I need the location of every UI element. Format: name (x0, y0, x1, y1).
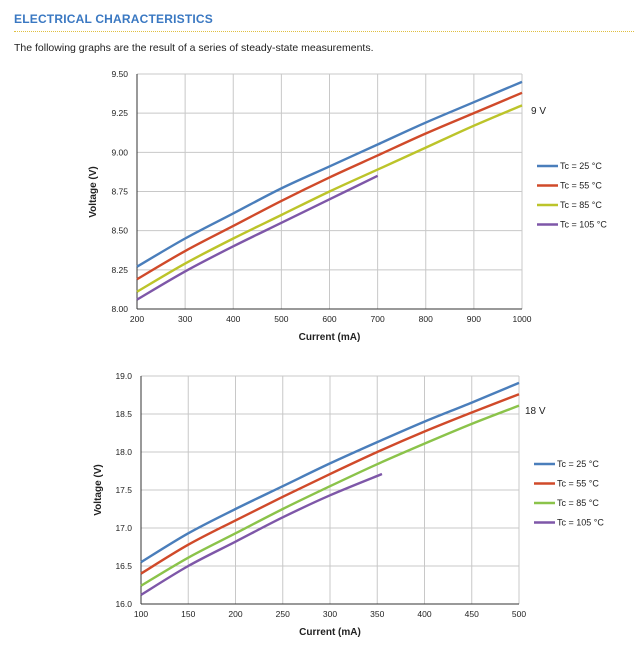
x-tick-label: 150 (181, 609, 195, 619)
y-tick-label: 19.0 (115, 371, 132, 381)
legend-label: Tc = 105 °C (560, 220, 607, 230)
x-tick-label: 250 (276, 609, 290, 619)
series-line (140, 472, 383, 596)
x-tick-label: 900 (467, 314, 481, 324)
x-tick-label: 300 (323, 609, 337, 619)
legend-label: Tc = 25 °C (560, 161, 602, 171)
x-tick-label: 600 (322, 314, 336, 324)
voltage-annotation: 9 V (531, 106, 546, 117)
x-tick-label: 350 (370, 609, 384, 619)
x-axis-label: Current (mA) (299, 627, 361, 638)
x-tick-label: 400 (417, 609, 431, 619)
y-axis-label: Voltage (V) (88, 166, 99, 217)
y-tick-label: 8.00 (111, 304, 128, 314)
y-tick-label: 8.75 (111, 187, 128, 197)
chart-18v: 100 150 200 250 300 350 400 450 500 16.0 16.5 17.0 1… (93, 371, 604, 638)
y-axis-label: Voltage (V) (93, 464, 104, 515)
x-tick-label: 700 (371, 314, 385, 324)
legend-label: Tc = 25 °C (557, 459, 599, 469)
legend-label: Tc = 85 °C (557, 498, 599, 508)
x-tick-label: 100 (134, 609, 148, 619)
y-tick-label: 9.50 (111, 69, 128, 79)
chart-9v: 200 300 400 500 600 700 800 900 1000 8.00 8.25 8.50… (88, 69, 607, 343)
legend-label: Tc = 105 °C (557, 518, 604, 528)
x-tick-label: 450 (465, 609, 479, 619)
y-tick-label: 16.0 (115, 599, 132, 609)
series-line (136, 80, 523, 268)
y-tick-label: 9.25 (111, 108, 128, 118)
series-line (136, 91, 523, 281)
intro-text: The following graphs are the result of a… (14, 42, 374, 54)
series-line (136, 174, 379, 301)
x-tick-label: 300 (178, 314, 192, 324)
voltage-annotation: 18 V (525, 406, 546, 417)
x-tick-label: 1000 (513, 314, 532, 324)
x-tick-label: 400 (226, 314, 240, 324)
y-tick-label: 16.5 (115, 561, 132, 571)
section-title: ELECTRICAL CHARACTERISTICS (14, 12, 213, 26)
series-line (136, 104, 523, 293)
x-tick-label: 200 (228, 609, 242, 619)
series-line (140, 381, 520, 564)
legend-label: Tc = 85 °C (560, 200, 602, 210)
legend-label: Tc = 55 °C (557, 479, 599, 489)
x-tick-label: 500 (274, 314, 288, 324)
y-tick-label: 18.5 (115, 409, 132, 419)
series-line (140, 393, 520, 575)
y-tick-label: 8.25 (111, 265, 128, 275)
series-line (140, 404, 520, 587)
y-tick-label: 9.00 (111, 147, 128, 157)
y-tick-label: 8.50 (111, 226, 128, 236)
legend-label: Tc = 55 °C (560, 181, 602, 191)
y-tick-label: 17.0 (115, 523, 132, 533)
x-tick-label: 800 (419, 314, 433, 324)
section-divider (14, 31, 634, 32)
y-tick-label: 17.5 (115, 485, 132, 495)
y-tick-label: 18.0 (115, 447, 132, 457)
x-tick-label: 200 (130, 314, 144, 324)
x-tick-label: 500 (512, 609, 526, 619)
x-axis-label: Current (mA) (299, 332, 361, 343)
